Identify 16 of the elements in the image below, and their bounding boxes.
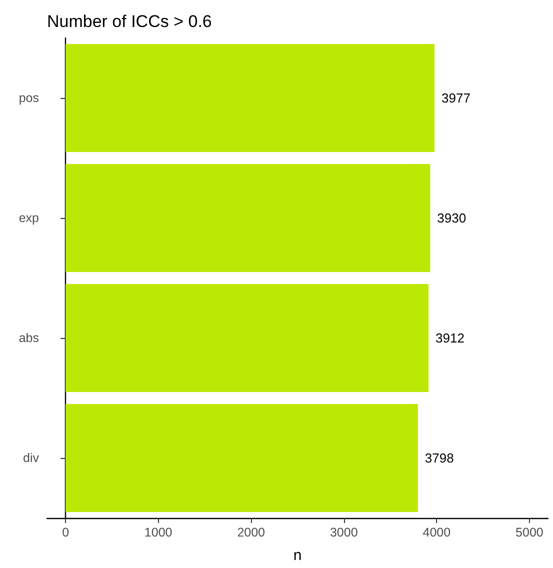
y-tick-label: abs [18, 331, 39, 345]
x-tick-label: 3000 [330, 526, 358, 540]
x-tick-label: 0 [62, 526, 70, 540]
x-tick-label: 5000 [516, 526, 544, 540]
x-tick-label: 2000 [237, 526, 266, 540]
data-label: 3977 [442, 90, 470, 106]
y-tick-label: pos [18, 91, 39, 105]
x-tick-label: 4000 [422, 526, 451, 540]
x-tick-label: 1000 [144, 526, 172, 540]
x-axis-title: n [293, 547, 302, 564]
chart-title: Number of ICCs > 0.6 [47, 12, 212, 31]
data-label: 3930 [437, 210, 466, 226]
data-label: 3798 [424, 450, 454, 466]
y-tick-label: exp [18, 211, 40, 225]
y-tick-label: div [23, 451, 40, 465]
data-label: 3912 [436, 330, 464, 346]
